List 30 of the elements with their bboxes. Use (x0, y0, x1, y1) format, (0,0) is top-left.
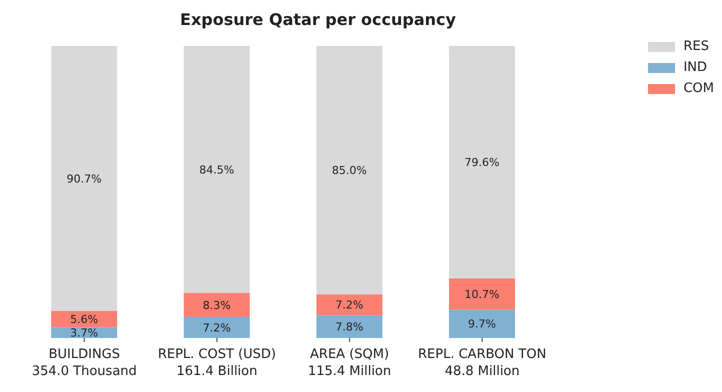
data-label: 84.5% (199, 163, 234, 176)
legend-label: COM (683, 81, 714, 96)
bar (184, 46, 250, 293)
data-label: 10.7% (464, 288, 500, 301)
data-label: 5.6% (70, 312, 98, 326)
bar (184, 292, 250, 317)
data-label: 3.7% (70, 326, 98, 340)
legend-label: IND (683, 60, 708, 75)
legend-label: RES (683, 39, 709, 54)
x-tick-label: REPL. COST (USD) 161.4 Billion (158, 347, 276, 379)
bar (316, 46, 382, 294)
bar (184, 316, 250, 338)
chart-title: Exposure Qatar per occupancy (179, 10, 457, 29)
data-label: 79.6% (464, 156, 500, 170)
bar (449, 46, 516, 278)
data-label: 7.8% (335, 320, 364, 334)
data-label: 7.2% (335, 298, 364, 312)
x-tick-label: REPL. CARBON TON 48.8 Million (418, 347, 546, 379)
bar (316, 294, 382, 316)
bar (449, 310, 516, 338)
data-label: 7.2% (202, 321, 231, 334)
bar (449, 278, 516, 310)
bar (316, 315, 382, 338)
data-label: 8.3% (202, 298, 231, 312)
data-label: 9.7% (468, 318, 496, 331)
data-label: 90.7% (66, 172, 102, 186)
x-tick-label: BUILDINGS 354.0 Thousand (32, 347, 137, 379)
x-tick-label: AREA (SQM) 115.4 Million (308, 347, 392, 379)
bar (51, 46, 118, 311)
data-label: 85.0% (332, 164, 367, 178)
